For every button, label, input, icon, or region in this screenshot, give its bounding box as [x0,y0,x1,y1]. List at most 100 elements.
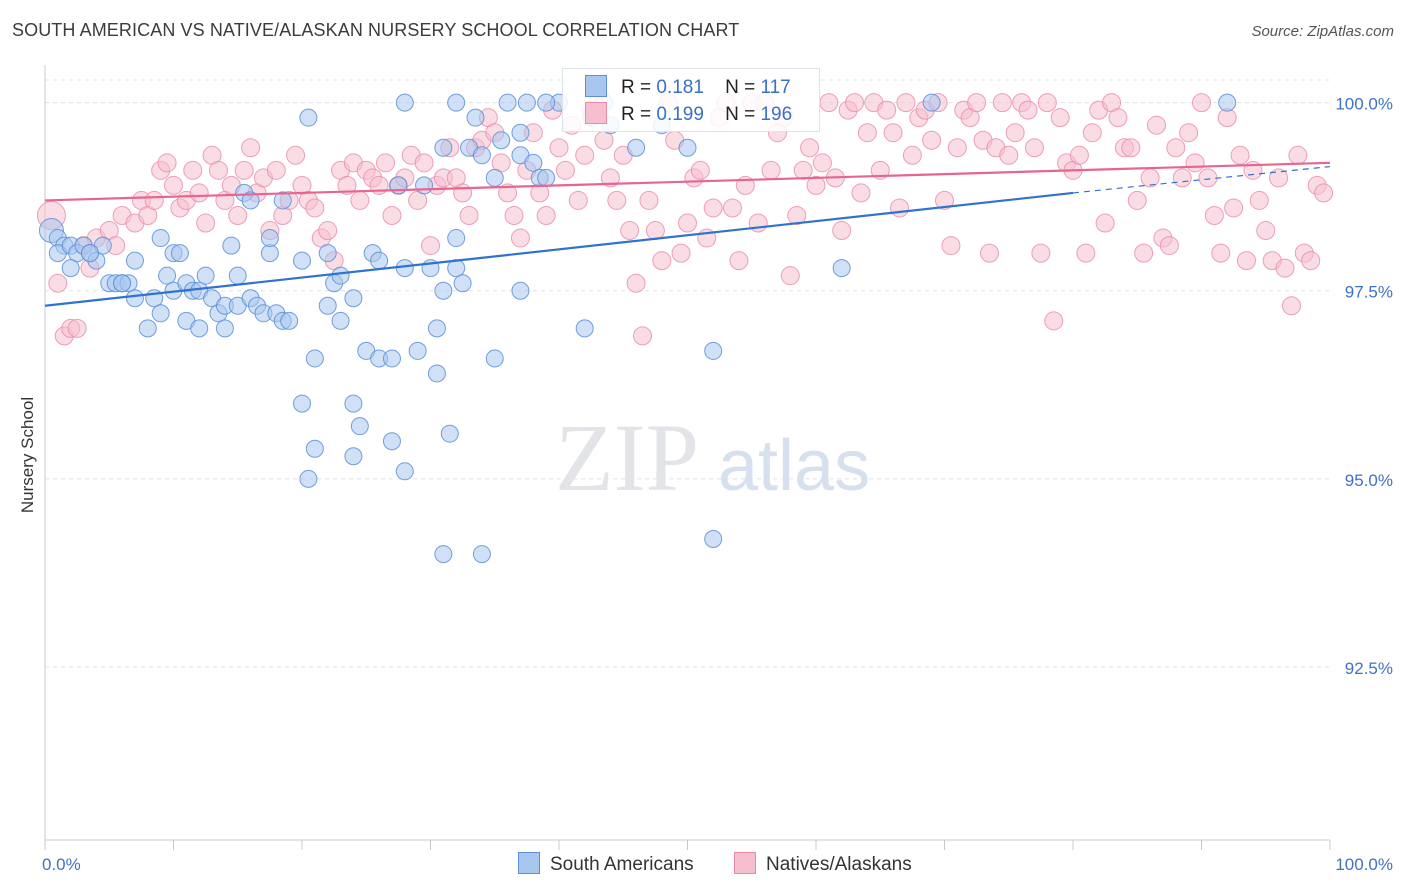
native-point [1236,251,1256,271]
south-point [299,469,318,488]
native-point [1134,243,1154,263]
native-point [164,175,183,195]
native-point [877,100,897,120]
native-point [144,190,164,210]
watermark-atlas: atlas [718,426,870,506]
native-point [1224,198,1244,218]
native-point [510,228,530,248]
native-point [890,198,910,218]
native-point [376,153,396,173]
south-point [472,545,491,564]
x-tick-label: 100.0% [1335,855,1393,874]
native-point [851,183,871,203]
native-point [780,266,800,286]
south-trend-line [44,191,1074,307]
south-point [151,229,170,248]
south-point [299,108,318,127]
native-point [1069,145,1089,165]
south-point [305,439,324,458]
native-point [729,251,749,271]
native-point [748,213,768,233]
legend-r-label: R = [621,77,652,98]
correlation-legend: R = 0.181 N = 117 R = 0.199 N = 196 [562,68,820,132]
native-point [941,236,961,256]
bottom-swatch-south [518,852,540,874]
native-point [1204,205,1224,225]
native-point [183,160,203,180]
native-point [1140,168,1160,188]
native-point [935,190,954,210]
south-point [832,259,851,278]
native-point [652,251,672,271]
south-point [318,296,337,315]
legend-n-value: 196 [760,104,793,125]
native-point [857,123,877,143]
y-tick-label: 100.0% [1335,95,1393,114]
legend-swatch-native [585,102,607,124]
south-point [280,311,299,330]
native-point [305,198,325,218]
south-point [293,251,311,270]
south-point [305,349,324,368]
native-point [678,213,697,233]
south-point [344,289,363,308]
native-point [1082,123,1102,143]
south-point [395,93,414,112]
native-trend-line [44,161,1331,202]
south-point [485,349,504,368]
native-point [1185,153,1205,173]
south-point [215,319,234,338]
native-point [1288,145,1308,165]
native-point [189,183,209,203]
south-point [158,266,177,285]
legend-r-value: 0.181 [656,77,704,98]
south-point [138,319,157,338]
native-point [414,153,434,173]
native-point [787,205,807,225]
native-point [626,273,646,293]
native-point [1314,183,1334,203]
south-point [453,274,472,293]
south-point [434,138,453,157]
native-point [633,326,653,346]
native-point [1275,258,1295,278]
south-point [427,364,446,383]
south-point [344,447,363,466]
south-point [331,266,350,285]
native-point [800,138,820,158]
native-point [1166,138,1186,158]
south-point [395,259,414,278]
y-tick-label: 92.5% [1345,659,1393,678]
south-point [331,311,350,330]
south-point [273,191,292,210]
south-point [447,93,466,112]
south-point [434,545,453,564]
native-point [575,145,595,165]
native-point [999,145,1019,165]
south-point [170,244,189,263]
native-point [459,205,479,225]
native-point [1031,243,1051,263]
bottom-legend-native: Natives/Alaskans [734,852,912,876]
legend-n-label: N = [725,104,756,125]
south-point [408,341,427,360]
south-point [704,530,723,549]
south-point [61,259,80,278]
south-point [427,319,446,338]
native-point [1147,115,1167,135]
south-point [447,229,466,248]
native-point [845,93,865,113]
legend-row-south: R = 0.181 N = 117 [585,75,791,99]
south-point [190,319,209,338]
native-point [1269,168,1289,188]
native-point [208,160,228,180]
native-point [157,153,177,173]
native-point [382,205,402,225]
native-point [967,93,987,113]
legend-r-label: R = [621,104,652,125]
south-point [370,251,389,270]
legend-n-value: 117 [760,77,791,98]
native-point [549,138,569,158]
south-point [627,138,646,157]
south-point [125,251,144,270]
